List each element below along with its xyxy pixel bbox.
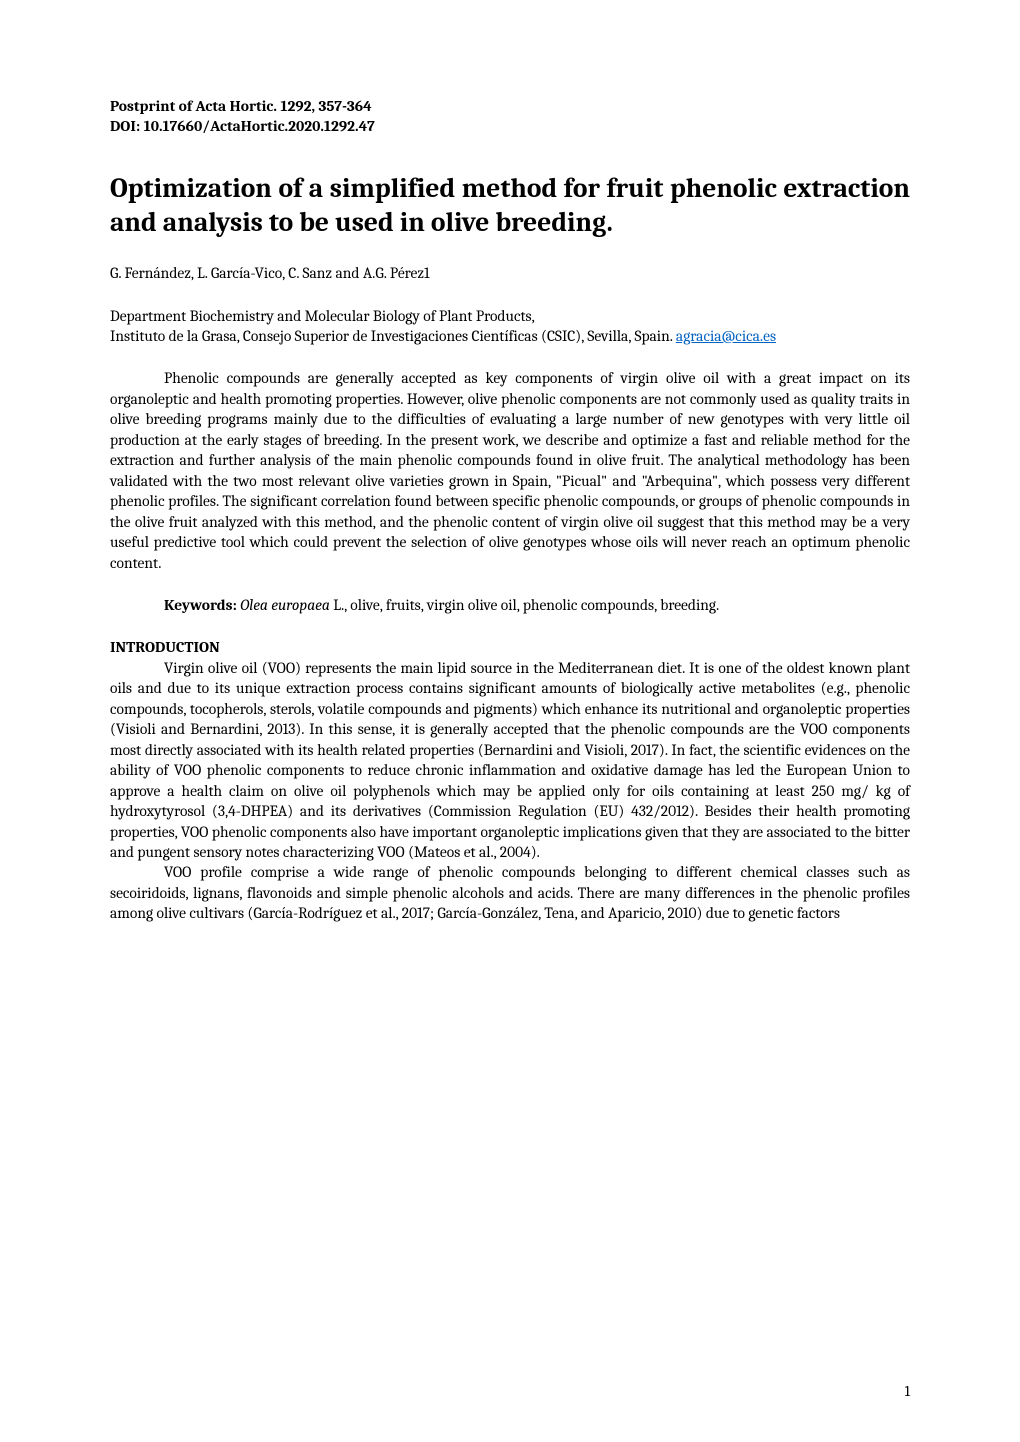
corresponding-email-link[interactable]: agracia@cica.es (676, 327, 776, 345)
page-number: 1 (905, 1382, 910, 1402)
introduction-paragraph-1: Virgin olive oil (VOO) represents the ma… (110, 658, 910, 863)
affiliation-department: Department Biochemistry and Molecular Bi… (110, 306, 910, 326)
keywords-rest: L., olive, fruits, virgin olive oil, phe… (330, 596, 719, 614)
abstract-paragraph: Phenolic compounds are generally accepte… (110, 368, 910, 573)
postprint-reference: Postprint of Acta Hortic. 1292, 357-364 (110, 96, 910, 116)
introduction-paragraph-2: VOO profile comprise a wide range of phe… (110, 862, 910, 923)
doi-reference: DOI: 10.17660/ActaHortic.2020.1292.47 (110, 116, 910, 136)
keywords-paragraph: Keywords: Olea europaea L., olive, fruit… (110, 595, 910, 615)
section-heading-introduction: INTRODUCTION (110, 637, 910, 657)
author-list: G. Fernández, L. García-Vico, C. Sanz an… (110, 263, 910, 283)
affiliation-institute-text: Instituto de la Grasa, Consejo Superior … (110, 327, 672, 345)
affiliation-institute: Instituto de la Grasa, Consejo Superior … (110, 326, 910, 346)
keywords-species: Olea europaea (240, 596, 330, 614)
paper-title: Optimization of a simplified method for … (110, 171, 910, 239)
keywords-label: Keywords: (164, 596, 237, 614)
